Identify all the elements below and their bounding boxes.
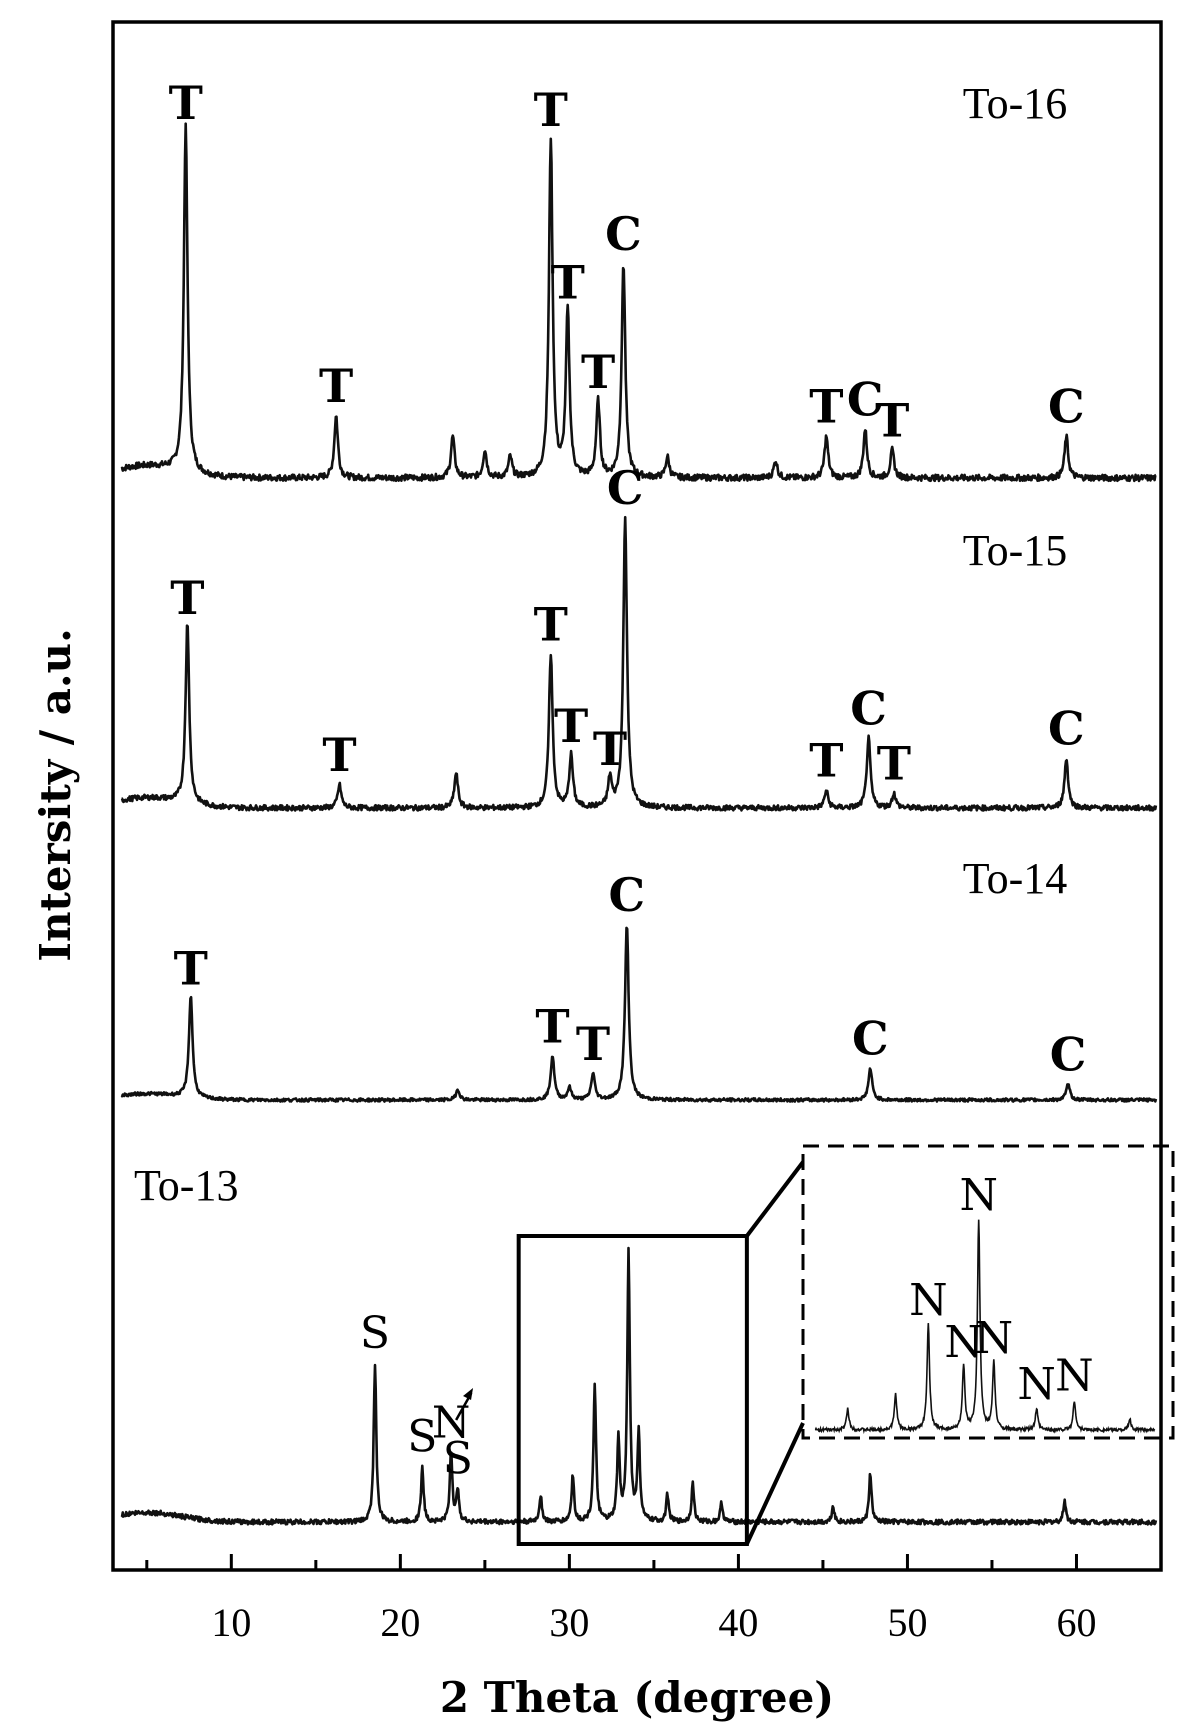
zoom-box bbox=[801, 1144, 1175, 1440]
peak-label-to-16-12: C bbox=[847, 373, 884, 427]
peak-label-to-15-3: T bbox=[534, 597, 568, 651]
peak-label-to-14-0: T bbox=[174, 942, 208, 996]
peak-label-to-13-0: S bbox=[360, 1308, 390, 1359]
inset-peak-label-4: N bbox=[959, 1170, 998, 1221]
y-axis-title: Intersity / a.u. bbox=[31, 628, 80, 961]
peak-label-to-15-10: C bbox=[1048, 702, 1085, 756]
x-tick-label-60: 60 bbox=[1056, 1600, 1096, 1645]
zoom-connector-bottom bbox=[745, 1422, 805, 1545]
arrow-head bbox=[463, 1388, 474, 1400]
trace-to-15 bbox=[120, 515, 1158, 812]
inset-peak-label-3: N bbox=[944, 1317, 983, 1368]
sample-labels: To-16 To-15 To-14 To-13 bbox=[134, 79, 1067, 1210]
peak-label-to-16-0: T bbox=[169, 76, 203, 130]
peak-label-to-15-4: T bbox=[554, 699, 588, 753]
peak-label-to-16-11: T bbox=[809, 380, 843, 434]
x-tick-label-30: 30 bbox=[549, 1600, 589, 1645]
plot-frame bbox=[111, 20, 1163, 1572]
peak-label-to-15-7: T bbox=[809, 734, 843, 788]
peak-label-to-14-4: T bbox=[576, 1017, 610, 1071]
inset-peak-label-2: N bbox=[909, 1275, 948, 1326]
trace-to-16 bbox=[120, 122, 1157, 483]
peak-label-to-16-14: C bbox=[1048, 380, 1085, 434]
peak-label-to-14-5: C bbox=[609, 868, 646, 922]
zoom-connector-top bbox=[745, 1160, 805, 1238]
sample-label-to-14: To-14 bbox=[963, 854, 1067, 903]
x-tick-label-10: 10 bbox=[211, 1600, 251, 1645]
peak-label-to-16-13: T bbox=[875, 393, 909, 447]
peak-label-to-15-9: T bbox=[877, 737, 911, 791]
sample-label-to-15: To-15 bbox=[963, 526, 1067, 575]
inset-trace bbox=[814, 1219, 1156, 1435]
peak-label-to-15-1: T bbox=[322, 728, 356, 782]
inset-peak-label-6: N bbox=[1017, 1359, 1056, 1410]
trace-to-13 bbox=[120, 1246, 1158, 1526]
x-tick-label-50: 50 bbox=[887, 1600, 927, 1645]
selection-box bbox=[516, 1234, 749, 1546]
sample-label-to-13: To-13 bbox=[134, 1161, 238, 1210]
peak-label-to-16-5: T bbox=[534, 83, 568, 137]
sample-label-to-16: To-16 bbox=[963, 79, 1067, 128]
x-axis-title: 2 Theta (degree) bbox=[440, 1673, 834, 1722]
peak-label-to-14-6: C bbox=[852, 1012, 889, 1066]
diffraction-traces bbox=[120, 122, 1158, 1526]
peak-label-to-15-0: T bbox=[170, 571, 204, 625]
peak-label-to-16-1: T bbox=[319, 359, 353, 413]
peak-label-to-14-7: C bbox=[1050, 1027, 1087, 1081]
peak-label-to-14-2: T bbox=[535, 999, 569, 1053]
peak-label-to-16-7: T bbox=[581, 345, 615, 399]
x-axis-ticks: 10 20 30 40 50 60 bbox=[145, 1554, 1096, 1645]
peak-label-to-15-5: T bbox=[593, 722, 627, 776]
inset-peak-label-7: N bbox=[1055, 1351, 1094, 1402]
trace-to-14 bbox=[120, 926, 1158, 1103]
inset-peak-label-5: N bbox=[975, 1313, 1014, 1364]
x-tick-label-40: 40 bbox=[718, 1600, 758, 1645]
peak-label-to-16-6: T bbox=[551, 255, 585, 309]
peak-label-to-15-6: C bbox=[607, 461, 644, 515]
peak-label-to-16-8: C bbox=[605, 207, 642, 261]
peak-label-to-15-8: C bbox=[850, 681, 887, 735]
peak-label-to-13-3: S bbox=[443, 1433, 473, 1484]
peak-label-to-13-1: S bbox=[407, 1412, 437, 1463]
x-tick-label-20: 20 bbox=[380, 1600, 420, 1645]
